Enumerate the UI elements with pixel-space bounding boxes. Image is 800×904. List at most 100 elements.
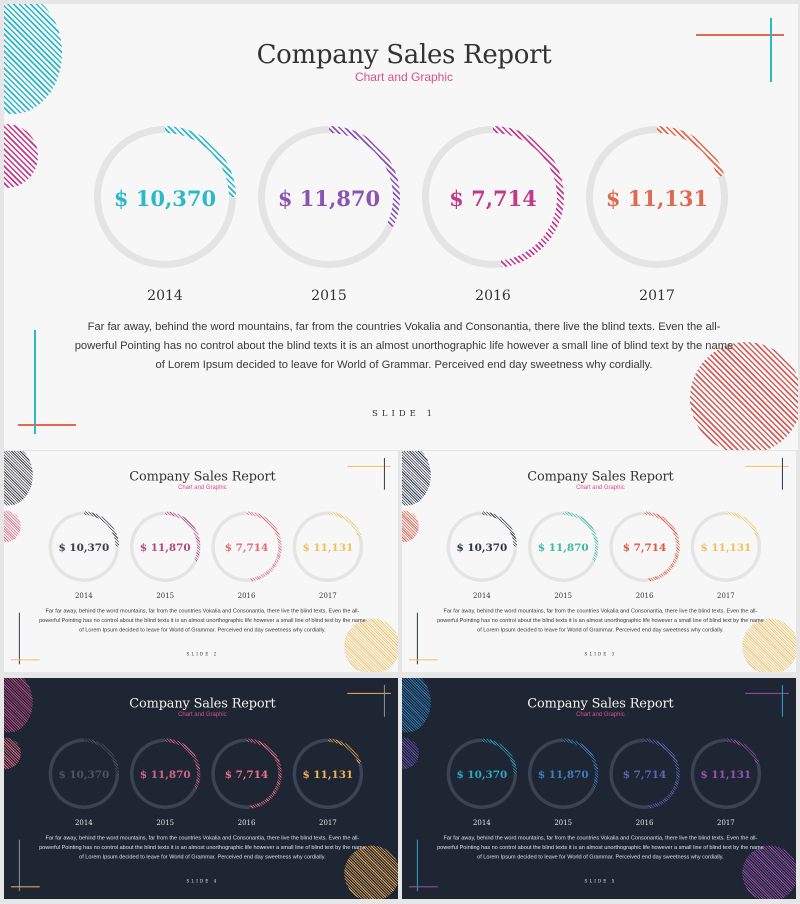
- slide-subtitle: Chart and Graphic: [178, 710, 227, 718]
- year-label: 2015: [554, 818, 573, 827]
- slide-subtitle: Chart and Graphic: [354, 70, 454, 84]
- slide-title: Company Sales Report: [527, 695, 674, 711]
- year-label: 2017: [639, 288, 675, 304]
- year-label: 2015: [156, 591, 175, 600]
- year-label: 2016: [475, 288, 511, 304]
- decorative-line-top-right-v: [781, 684, 783, 717]
- slide-number-label: SLIDE 3: [584, 651, 617, 657]
- sales-amount: $ 10,370: [113, 186, 217, 211]
- sales-amount: $ 10,370: [58, 541, 110, 554]
- slide-3[interactable]: Company Sales Report Chart and Graphic $ 1…: [402, 451, 796, 672]
- year-label: 2014: [75, 818, 93, 827]
- year-label: 2017: [717, 591, 735, 600]
- progress-ring-2014: $ 10,370: [48, 738, 120, 809]
- decorative-line-top-right-h: [745, 692, 789, 694]
- progress-ring-2014: $ 10,370: [446, 738, 518, 809]
- sales-amount: $ 7,714: [622, 541, 667, 554]
- ring-inner: [214, 741, 279, 806]
- progress-ring-2014: $ 10,370: [48, 511, 120, 582]
- decorative-line-top-right-h: [745, 465, 789, 467]
- progress-ring-2014: $ 10,370: [446, 511, 518, 582]
- sales-amount: $ 7,714: [224, 541, 269, 554]
- sales-amount: $ 11,131: [605, 186, 709, 211]
- ring-inner: [450, 514, 514, 579]
- slide-title: Company Sales Report: [256, 40, 552, 70]
- ring-inner: [531, 514, 595, 579]
- ring-inner: [296, 741, 360, 806]
- body-paragraph: Far far away, behind the word mountains,…: [74, 321, 734, 371]
- progress-ring-2015: $ 11,870: [258, 126, 400, 268]
- ring-inner: [101, 133, 229, 261]
- slide-number-label: SLIDE 1: [372, 409, 436, 419]
- slide-2[interactable]: Company Sales Report Chart and Graphic $ 1…: [4, 451, 398, 672]
- sales-amount: $ 11,131: [700, 541, 752, 554]
- progress-ring-2016: $ 7,714: [211, 511, 282, 582]
- decorative-line-bottom-left-h: [18, 424, 76, 426]
- decorative-line-top-right-h: [347, 692, 391, 694]
- year-label: 2016: [237, 591, 256, 600]
- year-label: 2016: [635, 591, 654, 600]
- decorative-circle-mid-left: [4, 510, 21, 543]
- slide-subtitle: Chart and Graphic: [178, 483, 227, 491]
- ring-inner: [429, 133, 557, 261]
- sales-amount: $ 11,131: [302, 768, 354, 781]
- progress-ring-2014: $ 10,370: [94, 126, 236, 268]
- slide-number-label: SLIDE 5: [584, 878, 617, 884]
- sales-amount: $ 11,870: [139, 541, 191, 554]
- sales-amount: $ 10,370: [58, 768, 110, 781]
- year-label: 2017: [319, 818, 337, 827]
- slide-title: Company Sales Report: [129, 468, 276, 484]
- year-label: 2014: [75, 591, 93, 600]
- decorative-circle-bottom-right: [344, 845, 398, 899]
- decorative-circle-bottom-right: [742, 845, 796, 899]
- sales-amount: $ 11,870: [277, 186, 381, 211]
- decorative-line-bottom-left-h: [10, 886, 40, 888]
- decorative-circle-bottom-right: [344, 618, 398, 672]
- year-label: 2016: [635, 818, 654, 827]
- sales-amount: $ 7,714: [449, 186, 537, 211]
- year-label: 2016: [237, 818, 256, 827]
- year-label: 2014: [473, 818, 491, 827]
- year-label: 2017: [319, 591, 337, 600]
- year-label: 2017: [717, 818, 735, 827]
- sales-amount: $ 11,870: [537, 768, 589, 781]
- decorative-circle-mid-left: [402, 737, 419, 770]
- progress-ring-2015: $ 11,870: [129, 738, 201, 809]
- sales-amount: $ 11,131: [302, 541, 354, 554]
- sales-amount: $ 11,131: [700, 768, 752, 781]
- sales-amount: $ 10,370: [456, 541, 508, 554]
- ring-inner: [612, 741, 677, 806]
- year-label: 2015: [311, 288, 347, 304]
- year-label: 2014: [147, 288, 183, 304]
- ring-inner: [265, 133, 393, 261]
- sales-amount: $ 11,870: [139, 768, 191, 781]
- slide-1[interactable]: Company Sales Report Chart and Graphic $ 1…: [4, 4, 798, 450]
- slide-5[interactable]: Company Sales Report Chart and Graphic $ 1…: [402, 678, 796, 899]
- slide-4[interactable]: Company Sales Report Chart and Graphic $ 1…: [4, 678, 398, 899]
- year-label: 2015: [554, 591, 573, 600]
- decorative-line-bottom-left-v: [18, 839, 20, 892]
- decorative-line-top-right-v: [781, 457, 783, 490]
- slide-subtitle: Chart and Graphic: [576, 710, 625, 718]
- decorative-line-bottom-left-h: [408, 886, 438, 888]
- decorative-line-top-right-h: [696, 34, 784, 36]
- body-paragraph: Far far away, behind the word mountains,…: [437, 835, 764, 861]
- decorative-line-bottom-left-v: [18, 612, 20, 665]
- progress-ring-2016: $ 7,714: [422, 126, 564, 268]
- ring-inner: [531, 741, 595, 806]
- decorative-line-bottom-left-v: [34, 330, 36, 434]
- decorative-line-top-right-v: [383, 457, 385, 490]
- ring-inner: [450, 741, 514, 806]
- progress-ring-2016: $ 7,714: [211, 738, 282, 809]
- ring-inner: [612, 514, 677, 579]
- decorative-line-top-right-v: [770, 18, 772, 82]
- year-label: 2015: [156, 818, 175, 827]
- ring-inner: [52, 741, 116, 806]
- ring-inner: [214, 514, 279, 579]
- progress-ring-2016: $ 7,714: [609, 511, 680, 582]
- ring-inner: [694, 741, 758, 806]
- decorative-line-bottom-left-v: [416, 612, 418, 665]
- progress-ring-2015: $ 11,870: [129, 511, 201, 582]
- progress-ring-2016: $ 7,714: [609, 738, 680, 809]
- decorative-circle-mid-left: [402, 510, 419, 543]
